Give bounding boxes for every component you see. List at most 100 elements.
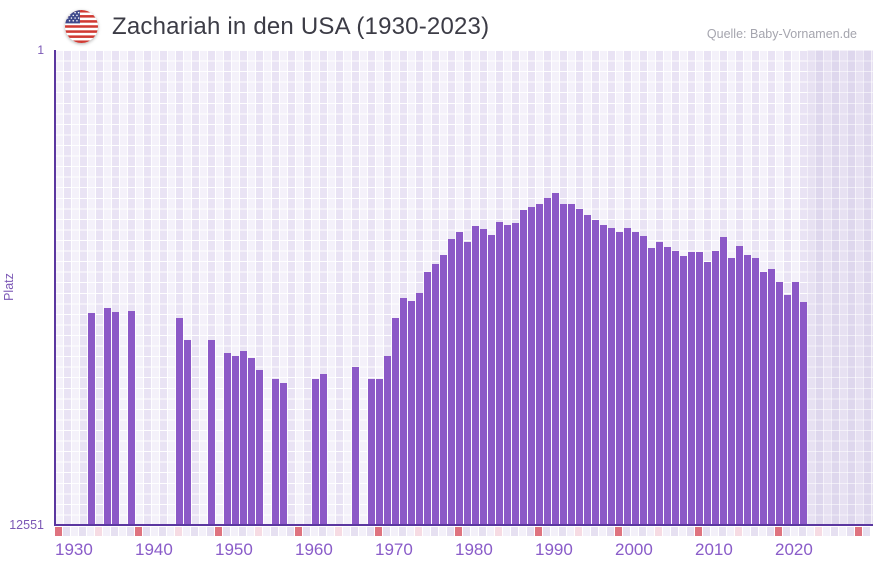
bar-1963[interactable]: [320, 374, 327, 525]
strip-cell-1931: [63, 527, 70, 536]
bar-1984[interactable]: [488, 235, 495, 525]
strip-cell-2022: [791, 527, 798, 536]
bar-1975[interactable]: [416, 293, 423, 525]
bar-1973[interactable]: [400, 298, 407, 525]
x-axis-line: [54, 524, 873, 526]
bar-1939[interactable]: [128, 311, 135, 525]
bar-1946[interactable]: [184, 340, 191, 525]
bar-1953[interactable]: [240, 351, 247, 525]
bar-1987[interactable]: [512, 223, 519, 525]
bar-2000[interactable]: [616, 232, 623, 525]
bar-1952[interactable]: [232, 356, 239, 525]
bar-2004[interactable]: [648, 248, 655, 525]
bar-1934[interactable]: [88, 313, 95, 525]
x-label-1950: 1950: [215, 540, 253, 559]
bar-1951[interactable]: [224, 353, 231, 525]
bar-2018[interactable]: [760, 272, 767, 525]
x-label-1990: 1990: [535, 540, 573, 559]
bar-1978[interactable]: [440, 255, 447, 525]
bar-1983[interactable]: [480, 229, 487, 525]
bar-1995[interactable]: [576, 209, 583, 525]
bar-2011[interactable]: [704, 262, 711, 525]
bar-2007[interactable]: [672, 251, 679, 525]
bar-1971[interactable]: [384, 356, 391, 525]
x-label-1970: 1970: [375, 540, 413, 559]
bar-2006[interactable]: [664, 247, 671, 525]
bar-1945[interactable]: [176, 318, 183, 525]
bar-2016[interactable]: [744, 255, 751, 525]
bar-2020[interactable]: [776, 282, 783, 525]
strip-cell-2020: [775, 527, 782, 536]
bar-2002[interactable]: [632, 232, 639, 525]
bar-2022[interactable]: [792, 282, 799, 525]
bar-1999[interactable]: [608, 228, 615, 525]
bar-2013[interactable]: [720, 237, 727, 525]
bar-1970[interactable]: [376, 379, 383, 525]
strip-cell-1999: [607, 527, 614, 536]
bar-1985[interactable]: [496, 222, 503, 525]
bar-2009[interactable]: [688, 252, 695, 525]
strip-cell-1963: [319, 527, 326, 536]
bar-1949[interactable]: [208, 340, 215, 525]
bar-1993[interactable]: [560, 204, 567, 525]
bar-1998[interactable]: [600, 225, 607, 525]
bar-2015[interactable]: [736, 246, 743, 525]
bar-1979[interactable]: [448, 239, 455, 525]
bar-2005[interactable]: [656, 242, 663, 525]
bar-1969[interactable]: [368, 379, 375, 525]
bar-1990[interactable]: [536, 204, 543, 525]
bar-1962[interactable]: [312, 379, 319, 525]
bar-1992[interactable]: [552, 193, 559, 525]
bar-1982[interactable]: [472, 226, 479, 525]
strip-cell-1995: [575, 527, 582, 536]
bar-2014[interactable]: [728, 258, 735, 525]
strip-cell-1980: [455, 527, 462, 536]
bar-2017[interactable]: [752, 258, 759, 525]
bar-1967[interactable]: [352, 367, 359, 525]
bar-1991[interactable]: [544, 198, 551, 525]
bar-1974[interactable]: [408, 301, 415, 525]
strip-cell-2023: [799, 527, 806, 536]
bar-2021[interactable]: [784, 295, 791, 525]
bar-2019[interactable]: [768, 269, 775, 525]
y-tick-top: 1: [37, 43, 44, 57]
strip-cell-1943: [159, 527, 166, 536]
strip-cell-1941: [143, 527, 150, 536]
bar-1976[interactable]: [424, 272, 431, 525]
x-label-1960: 1960: [295, 540, 333, 559]
strip-cell-1958: [279, 527, 286, 536]
bar-1955[interactable]: [256, 370, 263, 525]
strip-cell-1944: [167, 527, 174, 536]
strip-cell-1998: [599, 527, 606, 536]
bar-1958[interactable]: [280, 383, 287, 525]
bar-1997[interactable]: [592, 220, 599, 525]
bar-1996[interactable]: [584, 215, 591, 525]
bar-2008[interactable]: [680, 256, 687, 525]
bar-1937[interactable]: [112, 312, 119, 525]
bar-1936[interactable]: [104, 308, 111, 525]
bar-1954[interactable]: [248, 358, 255, 525]
strip-cell-2031: [863, 527, 870, 536]
bar-1994[interactable]: [568, 204, 575, 525]
bar-1988[interactable]: [520, 210, 527, 525]
strip-cell-1961: [303, 527, 310, 536]
bar-1986[interactable]: [504, 225, 511, 525]
bar-1989[interactable]: [528, 207, 535, 525]
bar-1972[interactable]: [392, 318, 399, 525]
x-label-1930: 1930: [55, 540, 93, 559]
bar-2010[interactable]: [696, 252, 703, 525]
bar-1957[interactable]: [272, 379, 279, 525]
x-label-2020: 2020: [775, 540, 813, 559]
bar-2003[interactable]: [640, 236, 647, 525]
strip-cell-1992: [551, 527, 558, 536]
bar-2023[interactable]: [800, 302, 807, 525]
strip-cell-1985: [495, 527, 502, 536]
bar-1977[interactable]: [432, 264, 439, 525]
bar-1980[interactable]: [456, 232, 463, 525]
bar-1981[interactable]: [464, 242, 471, 525]
strip-cell-1966: [343, 527, 350, 536]
bar-2012[interactable]: [712, 251, 719, 525]
bar-2001[interactable]: [624, 228, 631, 525]
timeline-strip: [55, 527, 873, 536]
